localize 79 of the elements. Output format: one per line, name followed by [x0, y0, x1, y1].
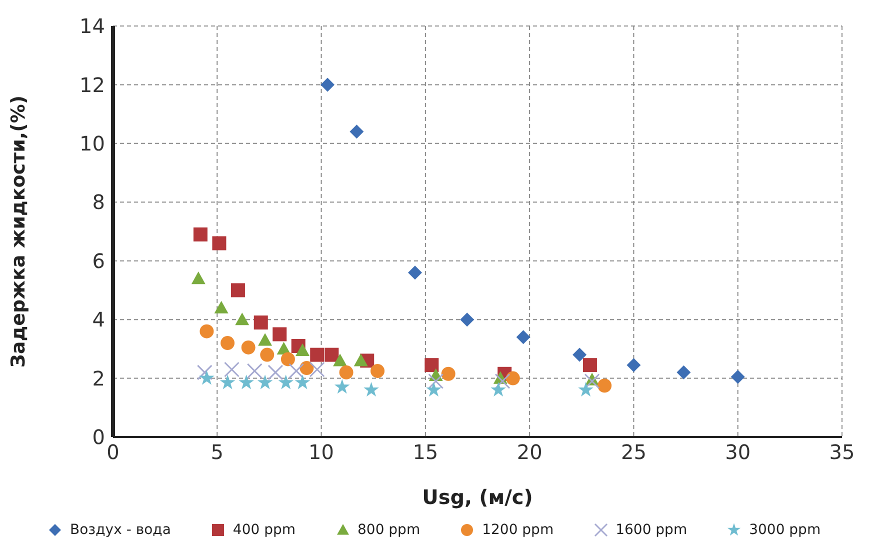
point	[626, 358, 641, 372]
x-tick-label: 25	[620, 440, 646, 464]
point	[196, 364, 212, 380]
point	[224, 362, 240, 378]
legend-label: 800 ppm	[358, 522, 420, 538]
x-tick-label: 30	[725, 440, 751, 464]
point	[364, 382, 379, 397]
point	[257, 374, 273, 390]
point	[300, 361, 314, 376]
point	[193, 227, 208, 242]
y-tick-label: 4	[92, 308, 105, 332]
point	[506, 371, 520, 386]
point	[268, 364, 284, 380]
point	[424, 358, 439, 372]
point	[294, 374, 310, 390]
point	[212, 236, 226, 250]
x-tick-label: 20	[516, 440, 542, 464]
point	[288, 363, 304, 379]
point	[220, 374, 236, 390]
point	[258, 333, 272, 346]
point	[320, 78, 335, 92]
point	[334, 379, 350, 394]
point	[339, 365, 354, 380]
y-tick-label: 14	[80, 14, 105, 38]
point	[191, 271, 206, 284]
point	[354, 354, 368, 366]
point	[272, 327, 287, 342]
point	[324, 348, 339, 362]
point	[200, 324, 214, 338]
y-tick-label: 2	[92, 366, 105, 390]
point	[578, 382, 594, 397]
point	[238, 374, 254, 390]
point	[280, 352, 295, 366]
point	[490, 382, 506, 397]
point	[428, 373, 444, 389]
point	[235, 312, 250, 326]
y-axis-title: Задержка жидкости,(%)	[8, 95, 30, 368]
y-tick-label: 10	[80, 132, 105, 156]
point	[310, 348, 324, 362]
legend-label: 1600 ppm	[616, 522, 688, 538]
point	[441, 366, 456, 381]
point	[230, 283, 245, 298]
point	[333, 354, 348, 366]
y-tick-label: 8	[92, 190, 105, 214]
y-tick-label: 12	[80, 72, 105, 97]
point	[408, 266, 422, 280]
point	[676, 365, 691, 380]
point	[296, 343, 310, 356]
point	[260, 348, 274, 362]
legend-label: Воздух - вода	[70, 522, 171, 538]
point	[350, 124, 364, 139]
point	[572, 348, 587, 362]
point	[254, 316, 268, 330]
legend-label: 1200 ppm	[482, 522, 554, 538]
y-tick-label: 6	[92, 248, 105, 273]
x-tick-label: 10	[308, 440, 334, 464]
point	[220, 336, 235, 350]
point	[582, 358, 597, 372]
x-axis-title: Usg, (м/с)	[422, 485, 533, 509]
x-tick-label: 5	[210, 440, 224, 464]
x-tick-label: 35	[829, 440, 855, 464]
x-tick-label: 15	[412, 440, 438, 464]
point	[584, 373, 600, 389]
point	[516, 330, 530, 344]
point	[370, 364, 385, 378]
point	[241, 340, 256, 354]
point	[309, 362, 325, 378]
point	[460, 312, 474, 327]
y-tick-label: 0	[92, 425, 105, 450]
point	[730, 370, 745, 384]
point	[214, 300, 228, 314]
point	[494, 373, 510, 389]
legend-label: 400 ppm	[232, 522, 296, 538]
point	[598, 378, 612, 393]
point	[199, 370, 214, 385]
point	[246, 363, 262, 379]
point	[426, 382, 442, 397]
point	[278, 374, 294, 390]
legend-label: 3000 ppm	[749, 522, 821, 538]
